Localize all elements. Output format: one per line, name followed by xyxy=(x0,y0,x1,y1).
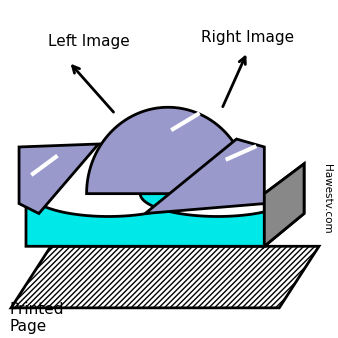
Text: Printed
Page: Printed Page xyxy=(9,301,64,334)
Polygon shape xyxy=(26,194,264,246)
Polygon shape xyxy=(264,164,304,246)
Text: Right Image: Right Image xyxy=(201,30,294,45)
Polygon shape xyxy=(19,144,98,214)
Text: Left Image: Left Image xyxy=(48,34,129,49)
Polygon shape xyxy=(11,246,319,308)
Polygon shape xyxy=(87,107,249,194)
Polygon shape xyxy=(264,164,304,246)
Text: Hawestv.com: Hawestv.com xyxy=(322,164,332,234)
Polygon shape xyxy=(145,139,264,214)
